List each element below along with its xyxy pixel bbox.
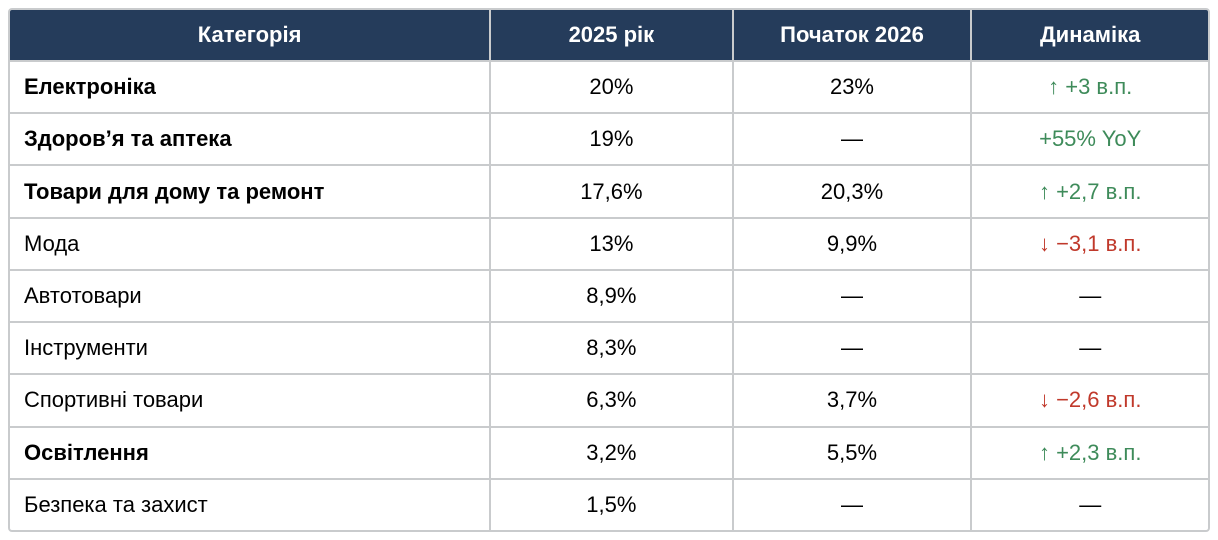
dynamics-value: — [1079,491,1102,517]
start-2026-cell: — [731,321,973,376]
table-row: Освітлення 3,2% 5,5% ↑ +2,3 в.п. [10,425,1208,480]
column-header-2025: 2025 рік [489,10,734,62]
category-cell: Освітлення [10,425,492,480]
down-arrow-icon: ↓ [1038,387,1050,413]
down-arrow-icon: ↓ [1038,230,1050,256]
dynamics-cell: +55% YoY [970,112,1208,167]
share-2025-cell: 20% [489,59,734,115]
start-2026-cell: 5,5% [731,425,973,480]
dynamics-value: — [1079,282,1102,308]
start-2026-cell: 3,7% [731,373,973,428]
share-2025-cell: 8,9% [489,268,734,324]
dynamics-cell: ↓ −3,1 в.п. [970,216,1208,271]
up-arrow-icon: ↑ [1038,439,1050,465]
category-cell: Товари для дому та ремонт [10,164,492,219]
category-share-table: Категорія 2025 рік Початок 2026 Динаміка Ел… [10,10,1208,530]
table-row: Електроніка 20% 23% ↑ +3 в.п. [10,59,1208,115]
dynamics-value: +3 в.п. [1065,74,1133,100]
share-2025-cell: 8,3% [489,321,734,376]
dynamics-value: −2,6 в.п. [1056,387,1142,413]
up-arrow-icon: ↑ [1048,74,1060,100]
column-header-category: Категорія [10,10,492,62]
dynamics-cell: ↓ −2,6 в.п. [970,373,1208,428]
dynamics-cell: — [970,321,1208,376]
share-2025-cell: 19% [489,112,734,167]
dynamics-cell: — [970,477,1208,530]
dynamics-value: +2,7 в.п. [1056,178,1142,204]
dynamics-value: +55% YoY [1039,126,1142,152]
dynamics-cell: ↑ +2,3 в.п. [970,425,1208,480]
dynamics-value: +2,3 в.п. [1056,439,1142,465]
up-arrow-icon: ↑ [1038,178,1050,204]
share-2025-cell: 3,2% [489,425,734,480]
start-2026-cell: 23% [731,59,973,115]
category-cell: Електроніка [10,59,492,115]
share-2025-cell: 1,5% [489,477,734,530]
dynamics-value: −3,1 в.п. [1056,230,1142,256]
table-row: Безпека та захист 1,5% — — [10,477,1208,530]
category-cell: Мода [10,216,492,271]
table-row: Інструменти 8,3% — — [10,321,1208,376]
share-2025-cell: 6,3% [489,373,734,428]
share-2025-cell: 17,6% [489,164,734,219]
table-row: Мода 13% 9,9% ↓ −3,1 в.п. [10,216,1208,271]
start-2026-cell: 20,3% [731,164,973,219]
category-share-table-container: Категорія 2025 рік Початок 2026 Динаміка Ел… [8,8,1210,532]
dynamics-cell: ↑ +2,7 в.п. [970,164,1208,219]
category-cell: Автотовари [10,268,492,324]
category-cell: Безпека та захист [10,477,492,530]
share-2025-cell: 13% [489,216,734,271]
start-2026-cell: — [731,268,973,324]
column-header-start-2026: Початок 2026 [731,10,973,62]
dynamics-cell: ↑ +3 в.п. [970,59,1208,115]
category-cell: Здоров’я та аптека [10,112,492,167]
start-2026-cell: — [731,112,973,167]
start-2026-cell: 9,9% [731,216,973,271]
dynamics-cell: — [970,268,1208,324]
table-row: Автотовари 8,9% — — [10,268,1208,324]
category-cell: Інструменти [10,321,492,376]
table-row: Товари для дому та ремонт 17,6% 20,3% ↑ +2,… [10,164,1208,219]
start-2026-cell: — [731,477,973,530]
column-header-dynamics: Динаміка [970,10,1208,62]
table-row: Здоров’я та аптека 19% — +55% YoY [10,112,1208,167]
header-row: Категорія 2025 рік Початок 2026 Динаміка [10,10,1208,62]
dynamics-value: — [1079,335,1102,361]
category-cell: Спортивні товари [10,373,492,428]
table-row: Спортивні товари 6,3% 3,7% ↓ −2,6 в.п. [10,373,1208,428]
